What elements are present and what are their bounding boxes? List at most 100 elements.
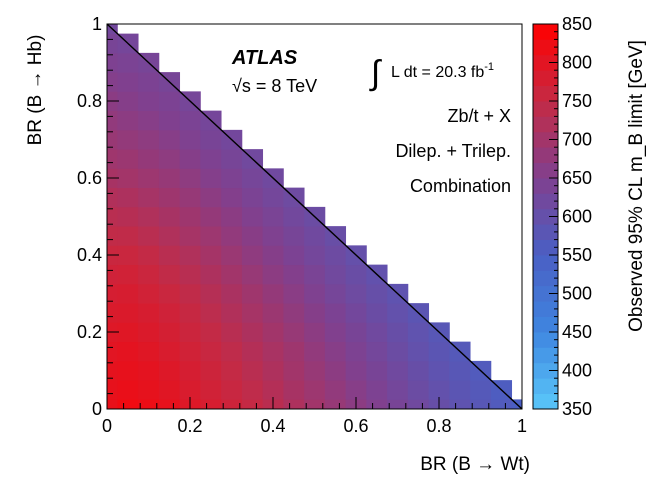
heatmap-cell [200, 226, 222, 246]
heatmap-cell [158, 187, 181, 208]
colorbar-tick-label: 550 [562, 245, 592, 265]
heatmap-cell [179, 264, 201, 285]
channel-label: Dilep. + Trilep. [395, 141, 511, 161]
heatmap-cell [138, 380, 160, 400]
heatmap-cell [138, 168, 160, 189]
heatmap-cell [366, 380, 388, 400]
heatmap-cell [387, 341, 409, 362]
heatmap-cell [283, 226, 305, 246]
heatmap-cell [158, 399, 181, 410]
colorbar-band [533, 162, 558, 179]
colorbar-band [533, 362, 558, 379]
heatmap-cell [241, 264, 264, 285]
heatmap-cell [179, 149, 201, 169]
heatmap-cell [107, 399, 118, 410]
heatmap-cell [107, 110, 118, 131]
x-tick-label: 0 [102, 416, 112, 436]
energy-label: √s = 8 TeV [232, 76, 317, 96]
y-axis: 0 0.2 0.4 0.6 0.8 1 [77, 14, 119, 419]
heatmap-cell [366, 341, 388, 362]
heatmap-cell [179, 303, 201, 323]
x-tick-label: 0.8 [426, 416, 451, 436]
x-tick-label: 0.2 [177, 416, 202, 436]
colorbar-band [533, 224, 558, 240]
colorbar-band [533, 24, 558, 40]
y-tick-label: 0.6 [77, 168, 102, 188]
heatmap-cell [117, 91, 139, 112]
y-tick-label: 0.2 [77, 322, 102, 342]
heatmap-cell [490, 399, 513, 410]
heatmap-cell [158, 110, 181, 131]
x-axis: 0 0.2 0.4 0.6 0.8 1 [102, 397, 527, 436]
colorbar-band [533, 70, 558, 86]
heatmap-cell [366, 360, 388, 381]
luminosity-text: L dt = 20.3 fb [391, 64, 484, 81]
heatmap-cell [262, 303, 284, 323]
heatmap-cell [200, 129, 222, 150]
heatmap-cell [345, 322, 367, 343]
heatmap-cell [200, 168, 222, 189]
heatmap-cell [304, 245, 326, 266]
colorbar-tick-label: 850 [562, 14, 592, 34]
heatmap-cell [117, 360, 139, 381]
heatmap-cell [179, 360, 201, 381]
colorbar-band [533, 347, 558, 364]
colorbar [533, 24, 558, 410]
heatmap-cell [117, 226, 139, 246]
heatmap-cell [262, 187, 284, 208]
heatmap-cell [200, 264, 222, 285]
colorbar-tick-label: 750 [562, 91, 592, 111]
heatmap-cell [158, 341, 181, 362]
heatmap-cell [200, 380, 222, 400]
heatmap-cell [366, 283, 388, 304]
experiment-label: ATLAS [231, 47, 298, 69]
heatmap-cell [221, 206, 243, 227]
heatmap-cell [138, 206, 160, 227]
heatmap-cell [117, 52, 139, 73]
colorbar-band [533, 147, 558, 163]
heatmap-cell [138, 264, 160, 285]
heatmap-cell [107, 226, 118, 246]
colorbar-band [533, 208, 558, 225]
heatmap-cell [158, 245, 181, 266]
heatmap-cell [221, 264, 243, 285]
heatmap-cell [158, 226, 181, 246]
colorbar-band [533, 178, 558, 194]
heatmap-cell [179, 380, 201, 400]
heatmap-cell [138, 72, 160, 92]
heatmap-cell [179, 341, 201, 362]
heatmap-cell [221, 303, 243, 323]
heatmap-cell [138, 303, 160, 323]
heatmap-cell [107, 360, 118, 381]
heatmap-cell [407, 322, 430, 343]
heatmap-cell [200, 206, 222, 227]
colorbar-band [533, 101, 558, 117]
heatmap-cell [387, 380, 409, 400]
heatmap-cell [241, 399, 264, 410]
heatmap-cell [262, 322, 284, 343]
heatmap-cell [107, 206, 118, 227]
heatmap-cell [138, 360, 160, 381]
heatmap-cell [221, 149, 243, 169]
luminosity-exponent: -1 [484, 61, 494, 73]
heatmap-cell [221, 226, 243, 246]
heatmap-cell [158, 206, 181, 227]
colorbar-axis: 350 400 450 500 550 600 650 700 750 800 850 [549, 14, 592, 419]
heatmap-cell [387, 303, 409, 323]
heatmap-cell [158, 283, 181, 304]
heatmap-cell [221, 341, 243, 362]
heatmap-cell [241, 322, 264, 343]
heatmap-cell [158, 264, 181, 285]
energy-value: = 8 TeV [251, 76, 317, 96]
x-axis-label: BR (B → Wt) [420, 454, 530, 475]
heatmap-cell [117, 322, 139, 343]
heatmap-cell [304, 264, 326, 285]
heatmap-cell [304, 226, 326, 246]
heatmap-cell [158, 322, 181, 343]
heatmap-cell [324, 245, 347, 266]
heatmap-cell [345, 380, 367, 400]
heatmap-cell [283, 360, 305, 381]
heatmap-cell [179, 245, 201, 266]
heatmap-cell [117, 303, 139, 323]
heatmap-cell [107, 52, 118, 73]
